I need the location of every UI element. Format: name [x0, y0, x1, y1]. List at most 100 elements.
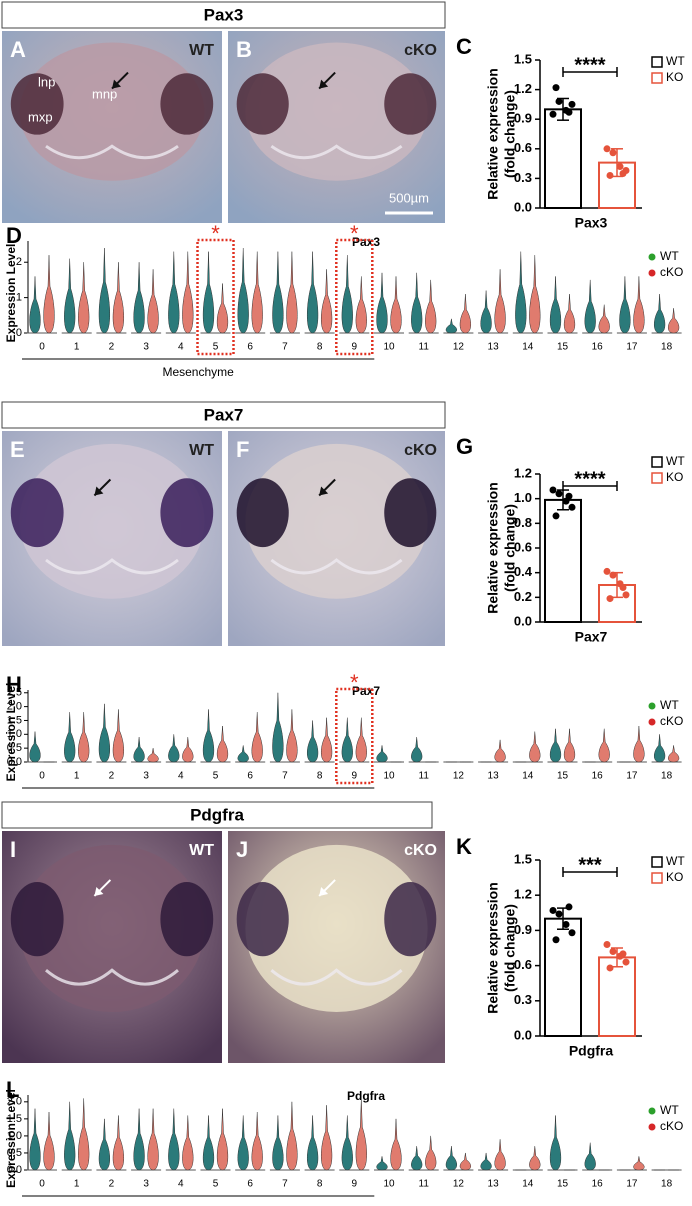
y-tick-label: 2.5	[7, 687, 22, 699]
legend-swatch	[651, 872, 663, 884]
violin	[202, 251, 215, 334]
x-tick-label: 3	[143, 771, 149, 782]
y-tick-label: 0	[16, 327, 22, 339]
genotype-label: cKO	[404, 42, 437, 59]
x-tick-label: 5	[213, 342, 219, 353]
x-tick-label: 5	[213, 1179, 219, 1190]
y-tick-label: 1.2	[514, 465, 532, 480]
x-tick-label: 13	[488, 771, 500, 782]
photo-lip	[45, 144, 179, 160]
legend-label: WT	[666, 54, 685, 68]
legend-marker	[648, 253, 656, 261]
violin	[98, 703, 111, 763]
violin	[133, 737, 145, 763]
photo-stain	[384, 478, 437, 548]
violin	[147, 748, 159, 763]
violin	[341, 717, 353, 763]
violin	[286, 1101, 298, 1171]
violin	[286, 709, 298, 763]
x-tick-label: 16	[592, 771, 604, 782]
photo-lip	[270, 558, 403, 575]
panel-letter: K	[456, 834, 472, 859]
data-point	[609, 948, 617, 956]
arrow-head	[94, 486, 104, 496]
arrow-head	[319, 886, 329, 896]
y-axis-label: Expression Level	[4, 1089, 18, 1188]
x-tick-label: 11	[419, 342, 430, 353]
violin	[376, 1156, 388, 1171]
scale-bar-label: 500µm	[389, 190, 429, 205]
y-tick-label: 0.3	[514, 992, 532, 1007]
y-axis-label: Relative expression	[485, 882, 501, 1014]
violin	[112, 709, 125, 763]
violin	[202, 1115, 215, 1171]
y-tick-label: 2	[16, 256, 22, 268]
y-tick-label: 0.0	[514, 613, 532, 628]
x-tick-label: 14	[522, 1179, 534, 1190]
violin	[168, 734, 180, 763]
x-tick-label: 18	[661, 771, 673, 782]
legend-swatch	[651, 856, 663, 868]
violin	[480, 290, 492, 334]
violin	[598, 304, 610, 334]
data-point	[606, 595, 614, 603]
y-tick-label: 1.5	[7, 714, 22, 726]
x-tick-label: 14	[522, 771, 534, 782]
y-axis-label: (fold change)	[502, 904, 518, 992]
y-tick-label: 1	[16, 292, 22, 304]
violin	[306, 1115, 319, 1171]
arrow-head	[112, 79, 121, 89]
legend-label: WT	[666, 454, 685, 468]
x-axis-label: Pax7	[575, 629, 608, 645]
violin	[251, 1112, 263, 1171]
arrow-head	[319, 486, 329, 496]
x-tick-label: 18	[661, 342, 673, 353]
violin	[411, 272, 423, 334]
genotype-label: cKO	[404, 442, 437, 459]
data-point	[562, 921, 570, 929]
x-tick-label: 10	[383, 342, 395, 353]
genotype-label: WT	[189, 42, 214, 59]
highlight-box	[335, 238, 374, 356]
violin	[320, 1105, 333, 1171]
x-tick-label: 17	[626, 342, 638, 353]
violin	[182, 1115, 194, 1171]
panel-letter: J	[236, 837, 248, 862]
data-point	[552, 84, 560, 92]
violin	[237, 1115, 249, 1171]
y-tick-label: 1.2	[514, 81, 532, 96]
violin	[147, 269, 159, 334]
x-tick-label: 15	[557, 771, 569, 782]
x-tick-label: 8	[317, 771, 323, 782]
group-label: Mesenchyme	[162, 365, 234, 379]
x-axis-label: Pax3	[575, 215, 608, 231]
legend-label: KO	[666, 70, 683, 84]
violin	[306, 720, 319, 763]
violin	[529, 255, 541, 334]
arrow-head	[94, 886, 104, 896]
violin	[563, 294, 576, 334]
x-tick-label: 17	[626, 771, 638, 782]
violin	[633, 1156, 645, 1171]
data-point	[555, 97, 563, 105]
photo-lip	[45, 968, 179, 986]
y-axis-label: Expression Level	[4, 683, 18, 782]
section-title: Pax7	[204, 405, 244, 424]
legend-label: WT	[660, 249, 679, 263]
violin	[43, 255, 55, 334]
x-tick-label: 3	[143, 1179, 149, 1190]
anatomy-label: mnp	[92, 86, 117, 101]
x-tick-label: 4	[178, 771, 184, 782]
photo-head	[19, 443, 205, 599]
data-point	[552, 936, 560, 944]
violin	[584, 1142, 596, 1171]
x-tick-label: 6	[247, 771, 253, 782]
violin	[182, 737, 194, 763]
data-point	[603, 145, 611, 153]
legend-label: cKO	[660, 714, 683, 728]
legend-label: WT	[666, 854, 685, 868]
photo-lip	[45, 558, 179, 575]
y-tick-label: 0.2	[514, 589, 532, 604]
panel-letter: F	[236, 437, 249, 462]
violin	[320, 717, 333, 763]
